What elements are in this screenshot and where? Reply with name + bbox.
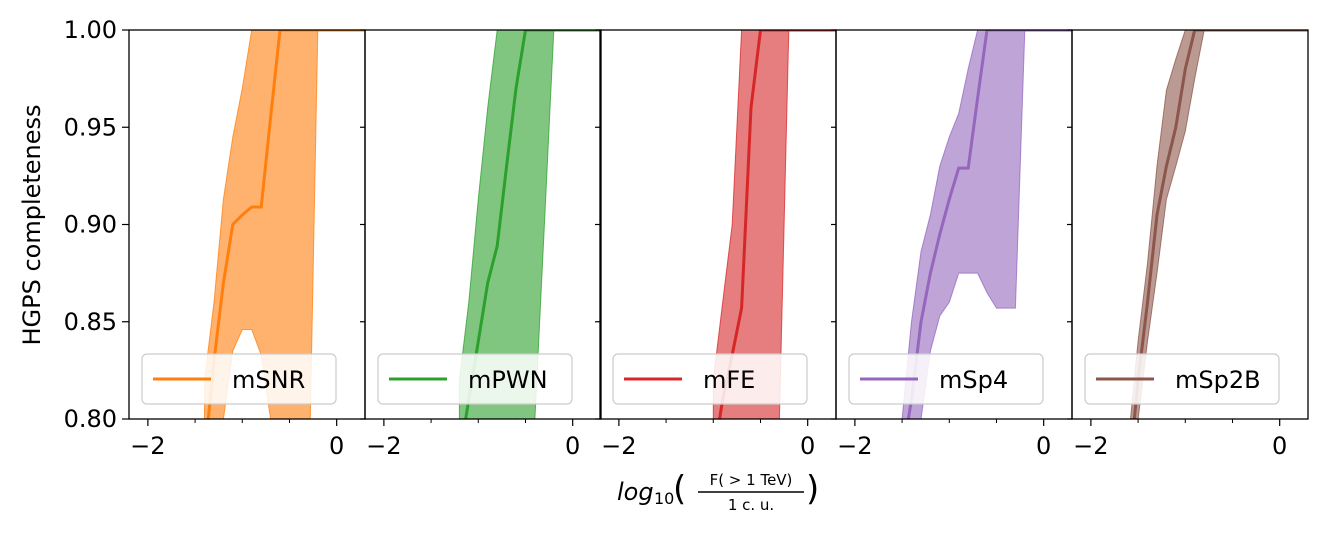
legend-box <box>141 353 337 405</box>
y-axis: 0.80 0.85 0.90 0.95 1.00 <box>64 16 129 433</box>
panel-plot-area <box>712 30 836 419</box>
y-tick-label: 0.90 <box>64 211 117 239</box>
legend-box <box>1084 353 1280 405</box>
x-tick-label: −2 <box>837 432 872 460</box>
panel-mPWN: −2 0 mPWN <box>360 29 602 460</box>
x-tick-label: 0 <box>565 432 580 460</box>
panel-mFE: −2 0 mFE <box>595 29 837 460</box>
x-tick-label: 0 <box>329 432 344 460</box>
panel-mSp2B: −2 0 mSp2B <box>1067 29 1309 460</box>
legend-box <box>612 353 808 405</box>
legend-label: mSp4 <box>939 366 1008 394</box>
series-line-mSp4 <box>906 30 1072 419</box>
confidence-band-mSp4 <box>901 30 1072 419</box>
x-axis-title-open-paren: ( <box>673 469 686 509</box>
panel-mSp4: −2 0 mSp4 <box>831 29 1073 460</box>
x-tick-label: −2 <box>130 432 165 460</box>
legend-mFE: mFE <box>612 353 808 405</box>
x-tick-label: 0 <box>1272 432 1287 460</box>
panel-plot-area <box>901 30 1072 419</box>
panel-plot-area <box>458 30 600 419</box>
x-axis-title-denominator: 1 c. u. <box>728 496 774 514</box>
legend-mSNR: mSNR <box>141 353 337 405</box>
legend-box <box>848 353 1044 405</box>
x-axis-title-log: log <box>617 478 654 506</box>
panel-plot-area <box>204 30 365 419</box>
legend-box <box>377 353 573 405</box>
y-tick-label: 0.80 <box>64 405 117 433</box>
x-axis-title-base: 10 <box>654 489 674 508</box>
series-line-mPWN <box>464 30 600 419</box>
legend-label: mSNR <box>232 366 305 394</box>
confidence-band-mSNR <box>204 30 365 419</box>
x-tick-label: −2 <box>601 432 636 460</box>
x-tick-label: −2 <box>366 432 401 460</box>
y-tick-label: 1.00 <box>64 16 117 44</box>
x-axis-title: log 10 ( F( > 1 TeV) 1 c. u. ) <box>617 469 819 514</box>
confidence-band-mSp2B <box>1130 30 1308 419</box>
panel-plot-area <box>1130 30 1308 419</box>
legend-mSp4: mSp4 <box>848 353 1044 405</box>
legend-label: mPWN <box>468 366 548 394</box>
series-line-mSNR <box>206 30 365 419</box>
legend-mPWN: mPWN <box>377 353 573 405</box>
legend-label: mSp2B <box>1175 366 1261 394</box>
legend-label: mFE <box>703 366 755 394</box>
series-line-mSp2B <box>1132 30 1308 419</box>
panel-mSNR: −2 0 mSNR <box>128 29 366 460</box>
series-line-mFE <box>718 30 836 419</box>
y-axis-title: HGPS completeness <box>18 104 46 345</box>
x-tick-label: 0 <box>800 432 815 460</box>
panels-layer: −2 0 mSNR −2 0 mPWN −2 0 mFE −2 0 mSp4 −2 0 mSp2B <box>128 29 1309 460</box>
x-axis-title-numerator: F( > 1 TeV) <box>710 471 793 489</box>
x-axis-title-close-paren: ) <box>806 469 819 509</box>
y-tick-label: 0.85 <box>64 308 117 336</box>
legend-mSp2B: mSp2B <box>1084 353 1280 405</box>
y-tick-label: 0.95 <box>64 113 117 141</box>
confidence-band-mPWN <box>458 30 600 419</box>
x-tick-label: 0 <box>1036 432 1051 460</box>
confidence-band-mFE <box>712 30 836 419</box>
x-tick-label: −2 <box>1073 432 1108 460</box>
